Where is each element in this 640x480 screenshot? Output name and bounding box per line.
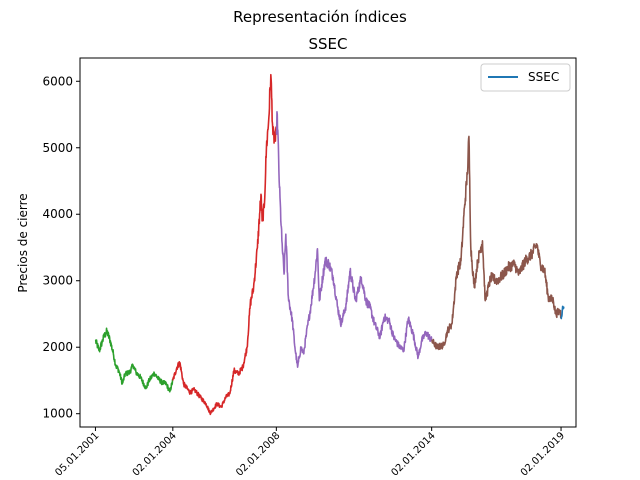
plot-lines [94,73,565,416]
series-line-segment-2 [172,73,278,416]
legend-box [480,63,571,92]
y-tick-label: 5000 [42,141,73,155]
y-tick-label: 1000 [42,407,73,421]
y-tick-label: 6000 [42,74,73,88]
figure-suptitle: Representación índices [233,8,407,26]
y-axis-label: Precios de cierre [16,193,30,292]
y-tick-label: 2000 [42,340,73,354]
series-line-segment-4 [431,135,562,351]
chart-title: SSEC [309,35,348,53]
series-line-segment-5 [560,305,565,320]
series-line-segment-1 [94,327,174,393]
legend-label: SSEC [528,70,559,84]
y-tick-label: 4000 [42,207,73,221]
legend: SSEC [480,63,571,92]
series-line-segment-3 [275,110,433,368]
y-tick-label: 3000 [42,274,73,288]
y-axis-ticks: 1000 2000 3000 4000 5000 6000 [42,74,80,421]
plot-area-frame [79,57,577,428]
